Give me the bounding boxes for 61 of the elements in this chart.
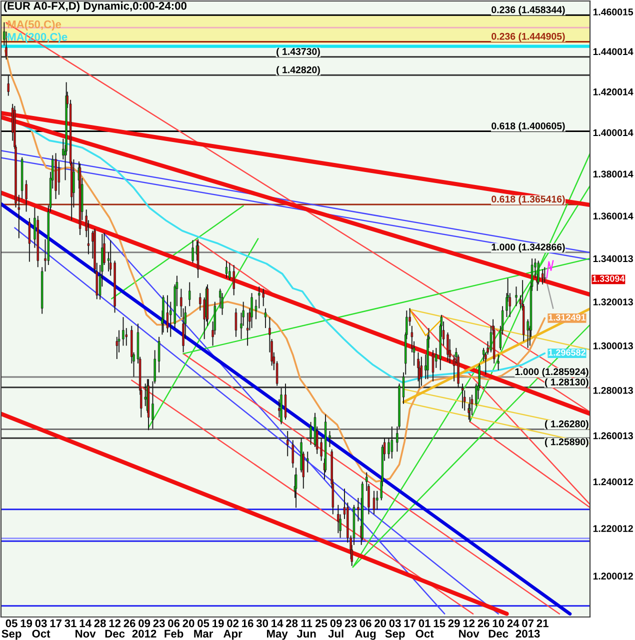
y-tick-label: 1.200012 bbox=[593, 572, 633, 580]
chart-title: (EUR A0-FX,D) Dynamic,0:00-24:00 bbox=[4, 2, 186, 12]
y-tick-label: 1.280013 bbox=[593, 387, 633, 394]
x-tick-label: 02 Apr bbox=[224, 619, 242, 640]
y-tick-label: 1.320013 bbox=[593, 298, 633, 306]
y-tick-label: 1.360014 bbox=[593, 212, 634, 220]
ref-line-label: 0.618 (1.400605) bbox=[492, 122, 565, 132]
x-tick-label: 21 bbox=[536, 619, 548, 628]
data-label: 1.296582 bbox=[548, 349, 586, 356]
x-tick-label: 09 Jul bbox=[328, 619, 344, 638]
x-tick-label: 06 Feb bbox=[164, 619, 184, 638]
x-tick-label: 16 bbox=[242, 619, 254, 628]
ref-line-label: 0.236 (1.458344) bbox=[492, 6, 565, 16]
y-tick-label: 1.220012 bbox=[593, 525, 633, 532]
y-tick-label: 1.260013 bbox=[593, 432, 633, 440]
x-tick-label: 10 Dec bbox=[488, 619, 508, 638]
x-tick-label: 15 bbox=[434, 619, 446, 628]
x-tick-label: 30 bbox=[256, 619, 268, 628]
y-tick-label: 1.440014 bbox=[593, 48, 634, 56]
x-tick-label: 29 bbox=[448, 619, 460, 628]
y-tick-label: 1.340013 bbox=[593, 255, 633, 262]
x-tick-label: 28 bbox=[94, 619, 106, 628]
x-tick-label: 05 Sep bbox=[2, 619, 22, 640]
y-tick-label: 1.240012 bbox=[593, 478, 633, 486]
ref-line-label: ( 1.43730) bbox=[276, 48, 320, 57]
x-tick-label: 25 bbox=[316, 619, 328, 628]
x-tick-label: 01 Oct bbox=[416, 619, 434, 638]
y-tick-label: 1.420014 bbox=[593, 88, 634, 96]
x-tick-label: 28 bbox=[286, 619, 298, 628]
ref-line-label: 0.618 (1.365416) bbox=[492, 195, 565, 204]
ref-line-label: 1.000 (1.285924) bbox=[515, 368, 588, 378]
x-tick-label: 23 bbox=[345, 619, 357, 628]
ref-line-label: ( 1.42820) bbox=[276, 66, 320, 76]
x-tick-label: 03 Oct bbox=[32, 619, 50, 638]
x-tick-label: 06 Aug bbox=[355, 619, 376, 640]
ref-line-label: ( 1.25890) bbox=[544, 438, 588, 448]
x-tick-label: 23 bbox=[153, 619, 165, 628]
y-tick-label: 1.460015 bbox=[593, 8, 634, 16]
y-tick-label: 1.380014 bbox=[593, 170, 634, 178]
x-tick-label: 31 bbox=[64, 619, 76, 628]
x-tick-label: 17 bbox=[404, 619, 416, 628]
ref-line-label: ( 1.26280) bbox=[544, 420, 588, 430]
x-tick-label: 12 Dec bbox=[105, 619, 125, 638]
x-tick-label: 03 Sep bbox=[385, 619, 405, 640]
x-tick-label: 05 Mar bbox=[194, 619, 214, 638]
x-tick-label: 26 bbox=[124, 619, 136, 628]
x-tick-label: 20 bbox=[182, 619, 194, 628]
data-label: 1.312491 bbox=[548, 314, 586, 321]
x-tick-label: 26 bbox=[478, 619, 490, 628]
ref-line-label: ( 1.28130) bbox=[544, 378, 588, 388]
x-tick-label: 17 bbox=[50, 619, 62, 628]
x-tick-label: 20 bbox=[374, 619, 386, 628]
x-tick-label: 24 bbox=[507, 619, 520, 628]
y-tick-label: 1.300013 bbox=[593, 342, 633, 350]
y-tick-label: 1.400014 bbox=[593, 129, 634, 136]
x-tick-label: 19 bbox=[20, 619, 32, 628]
ref-line-label: 1.000 (1.342866) bbox=[492, 243, 565, 252]
ref-line-label: 0.236 (1.444905) bbox=[492, 32, 565, 42]
text: 1.33094 bbox=[592, 275, 625, 282]
x-tick-label: 11 Jun bbox=[296, 619, 316, 638]
x-tick-label: 19 bbox=[212, 619, 224, 628]
